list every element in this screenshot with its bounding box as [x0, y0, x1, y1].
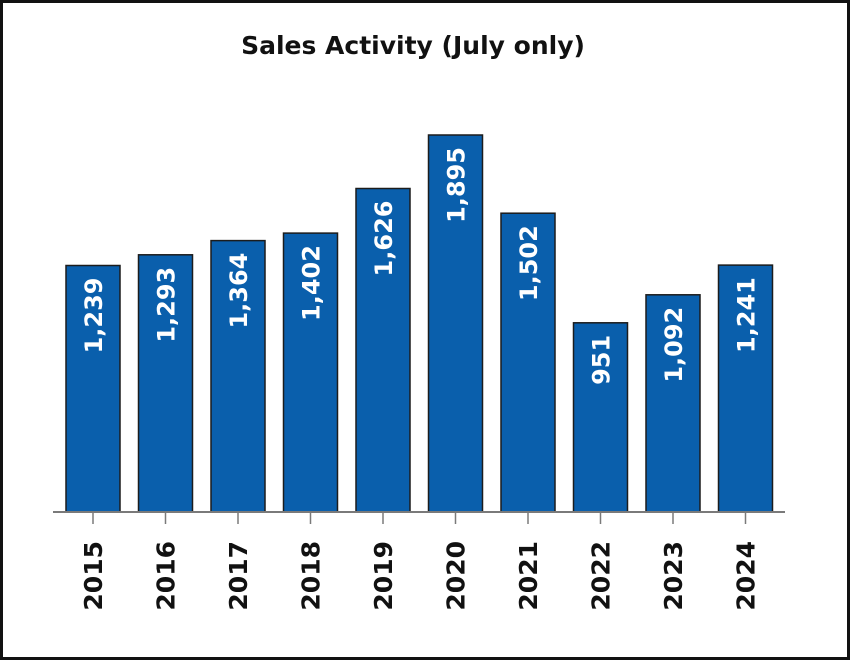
bar-2020 [427, 134, 484, 513]
bar-2017 [210, 239, 266, 513]
bar-2021 [500, 212, 556, 513]
bar-2018 [282, 232, 339, 513]
value-label-2016: 1,293 [153, 267, 181, 343]
x-tick-label-2017: 2017 [224, 541, 253, 611]
x-tick-label-2024: 2024 [732, 541, 761, 611]
chart-title: Sales Activity (July only) [241, 31, 585, 60]
bar-2023 [645, 294, 701, 513]
x-tick-label-2018: 2018 [297, 541, 326, 611]
x-tick-label-2023: 2023 [659, 541, 688, 611]
x-tick-label-2022: 2022 [587, 541, 616, 611]
bar-2015 [65, 264, 121, 513]
value-label-2018: 1,402 [298, 245, 326, 321]
value-label-2021: 1,502 [515, 225, 543, 301]
value-label-2023: 1,092 [660, 307, 688, 383]
value-label-2019: 1,626 [370, 201, 398, 277]
x-tick-label-2016: 2016 [152, 541, 181, 611]
x-tick-label-2020: 2020 [442, 541, 471, 611]
x-tick-label-2019: 2019 [369, 541, 398, 611]
bar-2024 [717, 264, 774, 513]
bar-chart: 1,239 2015 1,293 2016 1,364 2017 1,402 2018 1,62… [53, 134, 785, 611]
value-label-2015: 1,239 [80, 278, 108, 354]
x-tick-label-2021: 2021 [514, 541, 543, 611]
bar-2019 [355, 187, 411, 513]
value-label-2020: 1,895 [443, 147, 471, 223]
value-label-2024: 1,241 [733, 277, 761, 353]
value-label-2022: 951 [588, 335, 616, 385]
x-tick-label-2015: 2015 [79, 541, 108, 611]
bar-2022 [572, 322, 629, 513]
value-label-2017: 1,364 [225, 253, 253, 329]
